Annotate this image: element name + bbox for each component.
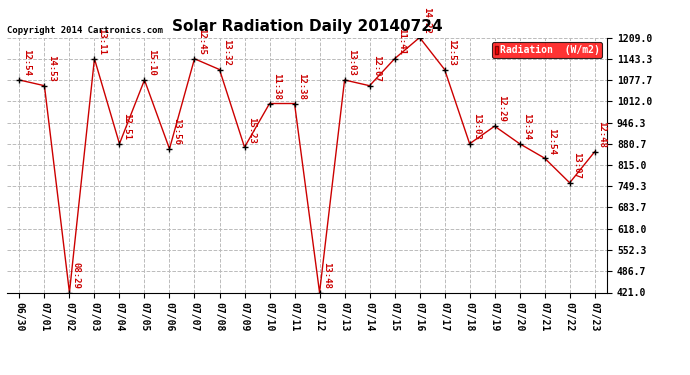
- Text: 12:29: 12:29: [497, 96, 506, 122]
- Text: 12:48: 12:48: [598, 121, 607, 148]
- Text: Copyright 2014 Cartronics.com: Copyright 2014 Cartronics.com: [7, 26, 163, 35]
- Text: 13:11: 13:11: [97, 28, 106, 55]
- Text: 08:29: 08:29: [72, 262, 81, 289]
- Text: 14:53: 14:53: [47, 55, 56, 82]
- Text: 13:03: 13:03: [347, 49, 356, 76]
- Text: 12:54: 12:54: [22, 49, 31, 76]
- Text: 12:54: 12:54: [547, 128, 556, 154]
- Text: 13:03: 13:03: [472, 113, 481, 140]
- Text: 13:07: 13:07: [572, 152, 581, 179]
- Text: 13:32: 13:32: [222, 39, 231, 66]
- Text: 12:51: 12:51: [122, 113, 131, 140]
- Text: 11:38: 11:38: [272, 73, 281, 100]
- Text: 13:56: 13:56: [172, 118, 181, 145]
- Title: Solar Radiation Daily 20140724: Solar Radiation Daily 20140724: [172, 18, 442, 33]
- Text: 15:23: 15:23: [247, 117, 256, 143]
- Legend: Radiation  (W/m2): Radiation (W/m2): [492, 42, 602, 58]
- Text: 12:53: 12:53: [447, 39, 456, 66]
- Text: 11:41: 11:41: [397, 28, 406, 55]
- Text: 12:45: 12:45: [197, 28, 206, 55]
- Text: 15:10: 15:10: [147, 49, 156, 76]
- Text: 12:07: 12:07: [372, 55, 381, 82]
- Text: 14:22: 14:22: [422, 7, 431, 34]
- Text: 13:48: 13:48: [322, 262, 331, 289]
- Text: 12:38: 12:38: [297, 73, 306, 100]
- Text: 13:34: 13:34: [522, 113, 531, 140]
